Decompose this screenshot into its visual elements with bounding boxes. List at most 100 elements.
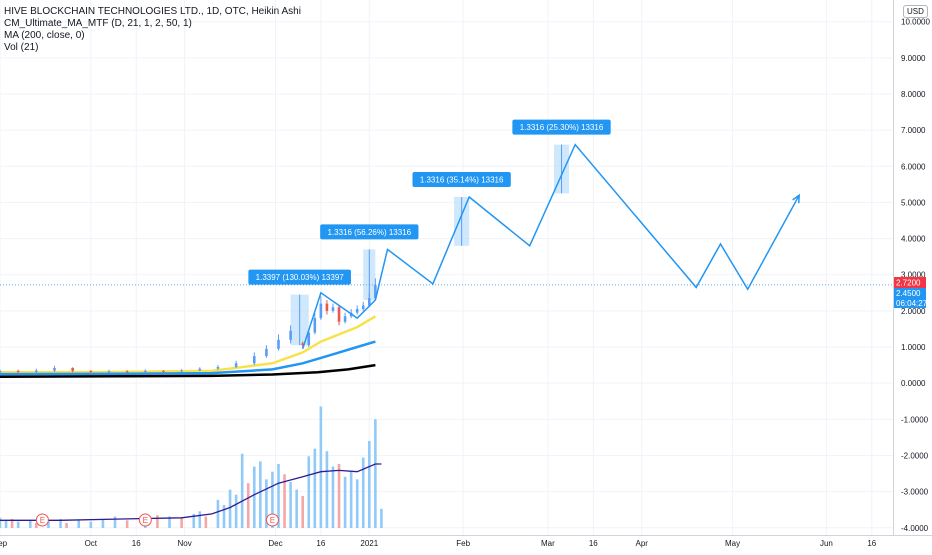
price-tick-label: 8.0000 (901, 90, 926, 99)
indicator-ma-200[interactable]: MA (200, close, 0) (4, 30, 85, 41)
price-tick-label: -1.0000 (901, 415, 929, 424)
candle-body (53, 367, 56, 371)
candle-body (325, 303, 329, 311)
volume-bar (325, 451, 329, 528)
volume-bar (10, 519, 14, 528)
candle-body (368, 298, 371, 306)
volume-bar (271, 471, 274, 528)
measure-label-bg (512, 119, 611, 135)
measure-label-bg (248, 269, 351, 285)
currency-badge[interactable]: USD (903, 5, 928, 18)
indicator-volume[interactable]: Vol (21) (4, 42, 39, 53)
volume-bar (252, 466, 256, 528)
candle-body (313, 318, 317, 333)
candle-body (289, 330, 292, 340)
candle-body (162, 370, 165, 372)
earnings-marker (35, 513, 49, 527)
indicator-cm-ultimate-ma[interactable]: CM_Ultimate_MA_MTF (D, 21, 1, 2, 50, 1) (4, 18, 192, 29)
price-tick-label: 10.0000 (901, 18, 930, 27)
volume-bar (240, 453, 244, 528)
candle-body (198, 368, 202, 371)
volume-bar (222, 504, 226, 528)
candle-body (89, 370, 93, 372)
price-tick-label: 2.0000 (901, 307, 926, 316)
volume-bar (368, 440, 371, 528)
volume-bar (319, 406, 323, 528)
last-price-badge (894, 277, 926, 288)
volume-bar (355, 479, 359, 528)
earnings-marker-label: E (270, 516, 275, 525)
candle-body (265, 348, 268, 357)
candle-body (355, 309, 359, 313)
candle-body (277, 339, 280, 349)
earnings-marker (138, 513, 152, 527)
time-tick-label: Feb (456, 539, 470, 548)
ma-price-badge (894, 288, 926, 298)
chart-legend[interactable]: HIVE BLOCKCHAIN TECHNOLOGIES LTD., 1D, O… (4, 6, 301, 54)
projection-line (301, 143, 800, 350)
measure-label: 1.3316 (25.30%) 13316 (520, 123, 604, 132)
candle-body (319, 303, 323, 319)
volume-bar (198, 511, 202, 528)
time-tick-label: Nov (178, 539, 192, 548)
candle-body (252, 356, 256, 364)
time-tick-label: Apr (636, 539, 649, 548)
volume-bar (361, 457, 365, 528)
volume-bar (77, 520, 81, 528)
volume-bar (289, 481, 292, 528)
volume-bar (265, 479, 268, 528)
volume-bar (113, 516, 117, 528)
volume-bar (277, 464, 280, 528)
volume-bar (125, 520, 129, 528)
volume-bar (374, 419, 377, 528)
measure-label-bg (412, 172, 511, 188)
candle-body (16, 370, 20, 372)
volume-bar (246, 483, 250, 528)
price-axis[interactable]: 10.0000 9.0000 8.0000 7.0000 6.0000 5.0000 4.0… (901, 18, 930, 533)
volume-bar (180, 517, 183, 528)
volume-bar (89, 521, 93, 528)
candlesticks (0, 278, 377, 374)
candle-body (0, 370, 2, 373)
volume-bar (228, 489, 232, 528)
time-axis[interactable]: Sep Oct 16 Nov Dec 16 2021 Feb Mar 16 Apr May Jun 16 (0, 539, 877, 548)
price-tick-label: 7.0000 (901, 126, 926, 135)
bar-countdown-label: 06:04:27 (896, 299, 928, 308)
ma-price-label: 2.4500 (896, 289, 921, 298)
candle-body (301, 343, 305, 346)
time-tick-label: 16 (316, 539, 325, 548)
volume-bar (380, 508, 383, 528)
candle-body (35, 370, 38, 372)
time-tick-label: Oct (85, 539, 98, 548)
volume-bar (259, 461, 262, 528)
candle-body (234, 363, 238, 367)
volume-bar (101, 519, 105, 528)
candle-body (216, 366, 220, 369)
volume-bar (343, 476, 347, 528)
candle-body (374, 284, 377, 299)
price-range-measures[interactable]: 1.3397 (130.03%) 13397 1.3316 (56.26%) 13… (248, 119, 611, 346)
candle-body (125, 371, 129, 373)
symbol-title[interactable]: HIVE BLOCKCHAIN TECHNOLOGIES LTD., 1D, O… (4, 6, 301, 17)
volume-bar (65, 522, 68, 528)
earnings-marker-label: E (143, 516, 148, 525)
volume-bar (216, 499, 220, 528)
candle-body (361, 305, 365, 310)
series-ma_black (0, 363, 376, 378)
earnings-marker-label: E (40, 516, 45, 525)
time-tick-label: May (725, 539, 740, 548)
volume-bar (156, 515, 159, 528)
volume-bar (283, 474, 286, 528)
series-ma_yellow (0, 315, 377, 374)
candle-body (343, 316, 347, 322)
price-tick-label: -4.0000 (901, 524, 929, 533)
price-tick-label: -2.0000 (901, 451, 929, 460)
projection-path[interactable] (301, 143, 800, 350)
volume-bar (0, 517, 2, 528)
time-tick-label: Jun (820, 539, 833, 548)
volume-bar (337, 464, 341, 528)
price-tick-label: 0.0000 (901, 379, 926, 388)
